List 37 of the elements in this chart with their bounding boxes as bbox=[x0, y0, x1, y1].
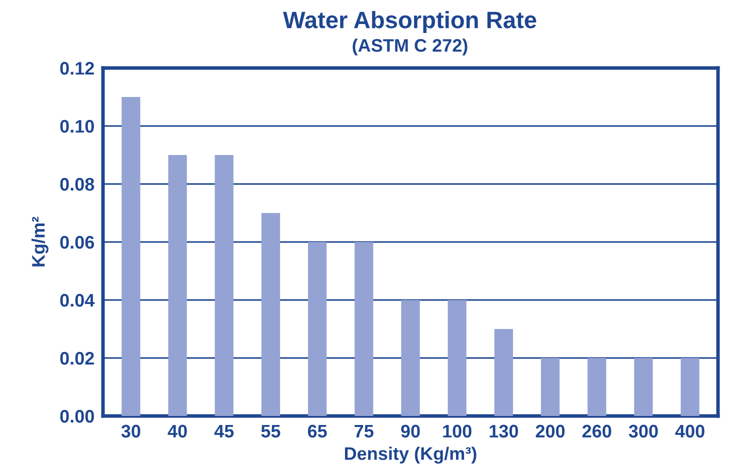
y-tick-label: 0.12 bbox=[60, 62, 94, 75]
y-tick-label: 0.04 bbox=[60, 294, 95, 307]
y-tick-label: 0.10 bbox=[60, 120, 94, 133]
bar bbox=[261, 213, 280, 416]
x-axis-title: Density (Kg/m³) bbox=[345, 446, 476, 464]
chart-title: Water Absorption Rate bbox=[283, 10, 536, 34]
bar bbox=[540, 358, 560, 416]
bar bbox=[354, 242, 374, 416]
bar bbox=[214, 155, 234, 416]
x-tick-label: 200 bbox=[536, 424, 565, 438]
bar bbox=[634, 358, 653, 416]
x-tick-label: 260 bbox=[582, 424, 612, 438]
x-tick-label: 100 bbox=[443, 424, 472, 438]
x-tick-label: 65 bbox=[308, 424, 327, 438]
bar bbox=[308, 242, 327, 416]
x-tick-label: 30 bbox=[121, 424, 140, 438]
x-tick-label: 75 bbox=[354, 424, 374, 438]
y-tick-label: 0.06 bbox=[60, 236, 94, 249]
bar bbox=[588, 358, 606, 416]
x-tick-label: 45 bbox=[214, 424, 234, 438]
x-tick-label: 300 bbox=[628, 424, 658, 438]
x-tick-label: 400 bbox=[675, 424, 704, 438]
x-tick-label: 55 bbox=[261, 424, 280, 438]
y-tick-label: 0.08 bbox=[60, 178, 94, 191]
bar bbox=[494, 329, 513, 416]
bar bbox=[448, 300, 466, 416]
y-tick-label: 0.00 bbox=[60, 410, 94, 423]
y-tick-label: 0.02 bbox=[60, 352, 94, 365]
bar bbox=[122, 97, 140, 416]
y-axis-title: Kg/m² bbox=[32, 216, 48, 266]
x-tick-label: 40 bbox=[168, 424, 187, 438]
chart-subtitle: (ASTM C 272) bbox=[352, 38, 468, 56]
bar bbox=[168, 155, 187, 416]
x-tick-label: 130 bbox=[490, 424, 518, 438]
bar bbox=[401, 300, 420, 416]
bar bbox=[680, 358, 700, 416]
x-tick-label: 90 bbox=[401, 424, 420, 438]
